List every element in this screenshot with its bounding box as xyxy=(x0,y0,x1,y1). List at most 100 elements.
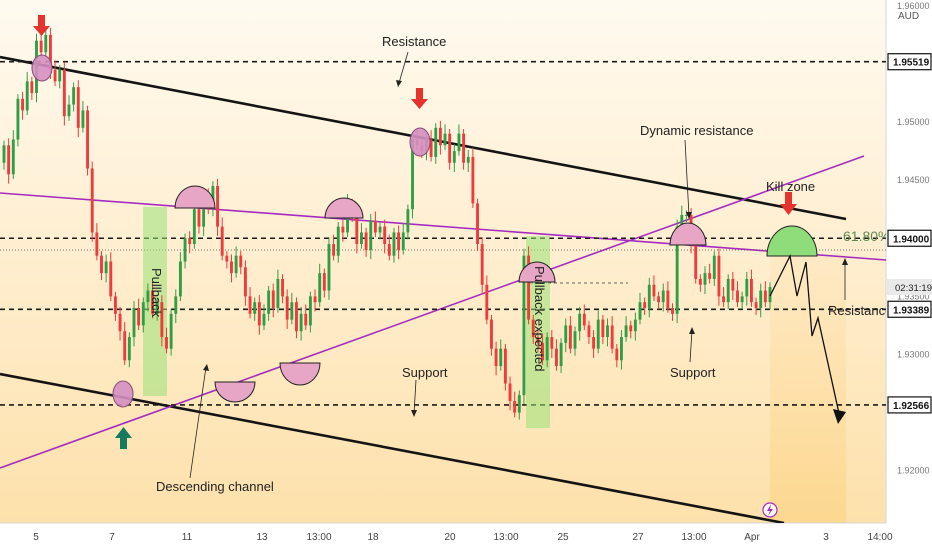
candle-body xyxy=(336,226,340,256)
x-tick-label: 18 xyxy=(367,532,379,543)
lightning-icon xyxy=(767,504,773,516)
candle-body xyxy=(466,156,470,163)
resistance-pointer xyxy=(398,51,409,84)
candle-body xyxy=(373,220,377,233)
dynamic-resistance-pointer xyxy=(684,139,690,217)
support-hump-1 xyxy=(214,381,256,403)
pointer-arrowhead xyxy=(203,364,209,371)
candle-body xyxy=(202,197,206,227)
candle-body xyxy=(703,273,707,285)
candle-body xyxy=(740,296,744,303)
price-tag-label: 1.95519 xyxy=(893,58,930,69)
candle-body xyxy=(573,331,577,349)
x-tick-label: 5 xyxy=(33,532,39,543)
y-tick-label: 1.96000 xyxy=(897,1,930,11)
candle-body xyxy=(234,255,238,274)
down-arrow-icon xyxy=(33,15,50,36)
descending-trendline xyxy=(0,192,886,261)
candle-body xyxy=(178,261,182,297)
candle-body xyxy=(476,203,479,245)
candle-body xyxy=(610,325,614,349)
y-tick-label: 1.92000 xyxy=(897,466,930,476)
candle-body xyxy=(657,296,661,303)
candle-body xyxy=(541,342,544,361)
candle-body xyxy=(694,244,698,279)
candle-body xyxy=(192,209,196,245)
candle-body xyxy=(457,133,461,152)
time-axis-background xyxy=(0,523,932,550)
support-hump-2 xyxy=(279,362,321,386)
candle-body xyxy=(299,313,303,332)
currency-label: AUD xyxy=(898,11,919,22)
candle-body xyxy=(243,267,247,297)
candle-body xyxy=(545,337,549,361)
candle-body xyxy=(582,313,586,326)
candle-body xyxy=(364,232,368,250)
down-arrow-icon xyxy=(411,88,428,109)
candle-body xyxy=(606,325,609,338)
candle-body xyxy=(197,209,201,227)
candle-body xyxy=(304,313,308,326)
pointer-arrowhead xyxy=(686,212,692,219)
candle-body xyxy=(485,284,489,320)
x-tick-label: 3 xyxy=(823,532,829,543)
price-tag-label: 1.93389 xyxy=(893,305,930,316)
candle-body xyxy=(726,278,730,303)
candle-body xyxy=(731,278,735,291)
candle-body xyxy=(141,302,145,326)
x-tick-label: 11 xyxy=(182,532,193,543)
candle-body xyxy=(462,133,466,163)
candle-body xyxy=(736,290,739,303)
candle-body xyxy=(262,313,266,326)
candle-body xyxy=(308,296,312,326)
price-tag xyxy=(887,396,932,414)
dynamic-resistance-hump xyxy=(669,222,707,246)
candle-body xyxy=(2,145,6,163)
candle-body xyxy=(392,232,396,256)
candle-body xyxy=(72,87,76,105)
candle-body xyxy=(155,302,159,314)
candle-body xyxy=(666,290,670,308)
candle-body xyxy=(151,290,154,314)
pointer-arrowhead xyxy=(842,258,848,265)
candle-body xyxy=(722,296,726,303)
candle-body xyxy=(652,284,656,297)
candle-body xyxy=(62,69,66,117)
candle-body xyxy=(248,296,252,314)
support-right-pointer xyxy=(689,329,693,363)
candle-body xyxy=(406,209,410,233)
candle-body xyxy=(671,307,674,314)
candle-body xyxy=(624,325,628,338)
candle-body xyxy=(67,104,71,117)
candle-body xyxy=(629,325,633,332)
x-tick-label: 13 xyxy=(256,532,268,543)
candle-body xyxy=(257,302,261,326)
candle-body xyxy=(53,69,57,82)
candle-body xyxy=(411,139,414,210)
candle-body xyxy=(341,226,345,233)
candle-body xyxy=(39,40,43,53)
candle-body xyxy=(494,348,498,367)
candle-body xyxy=(749,278,753,303)
candle-body xyxy=(643,302,647,308)
candle-body xyxy=(183,238,187,262)
candle-body xyxy=(281,278,284,297)
candle-body xyxy=(754,302,758,308)
candle-body xyxy=(763,290,767,303)
price-tag xyxy=(887,229,932,247)
candle-body xyxy=(536,337,540,343)
candle-body xyxy=(471,156,475,204)
candle-body xyxy=(81,110,85,128)
candle-body xyxy=(355,215,359,245)
candle-body xyxy=(188,238,192,245)
candle-body xyxy=(290,302,294,320)
retest-hump xyxy=(518,261,556,283)
up-arrow-icon xyxy=(115,427,132,449)
plot-background xyxy=(0,0,886,523)
candle-body xyxy=(527,255,531,320)
candle-body xyxy=(239,255,243,268)
candle-body xyxy=(708,273,712,279)
candle-body xyxy=(7,145,11,175)
resistance-top-label: Resistance xyxy=(382,34,446,49)
x-tick-label: 25 xyxy=(557,532,569,543)
